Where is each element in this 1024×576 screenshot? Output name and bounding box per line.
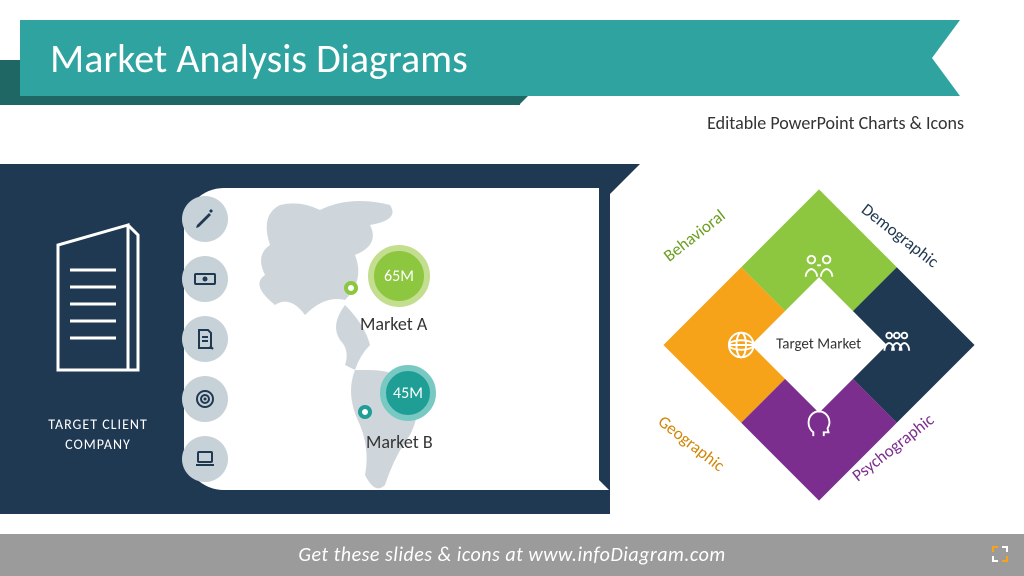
target-client-label: TARGET CLIENT COMPANY [28, 415, 168, 454]
diamond-label: Geographic [654, 411, 729, 476]
segmentation-diamond: Target Market BehavioralDemographicGeogr… [644, 185, 994, 505]
target-icon [182, 376, 228, 422]
page-title: Market Analysis Diagrams [50, 34, 468, 83]
market-pin [358, 405, 372, 419]
footer-bar: Get these slides & icons at www.infoDiag… [0, 534, 1024, 576]
market-pin [344, 281, 358, 295]
market-bubble: 45M [380, 365, 436, 421]
subtitle: Editable PowerPoint Charts & Icons [707, 112, 964, 134]
market-label: Market B [366, 431, 433, 453]
market-label: Market A [360, 313, 427, 335]
title-ribbon: Market Analysis Diagrams [20, 20, 960, 96]
building-icon [48, 215, 148, 375]
market-bubble: 65M [368, 245, 430, 307]
laptop-icon [182, 436, 228, 482]
pencil-icon [182, 196, 228, 242]
footer-logo-icon [990, 544, 1010, 564]
money-icon [182, 256, 228, 302]
document-icon [182, 316, 228, 362]
footer-text: Get these slides & icons at www.infoDiag… [298, 543, 725, 567]
diamond-label: Behavioral [659, 205, 729, 266]
diamond-center-label: Target Market [776, 336, 861, 354]
icon-column [182, 196, 228, 482]
